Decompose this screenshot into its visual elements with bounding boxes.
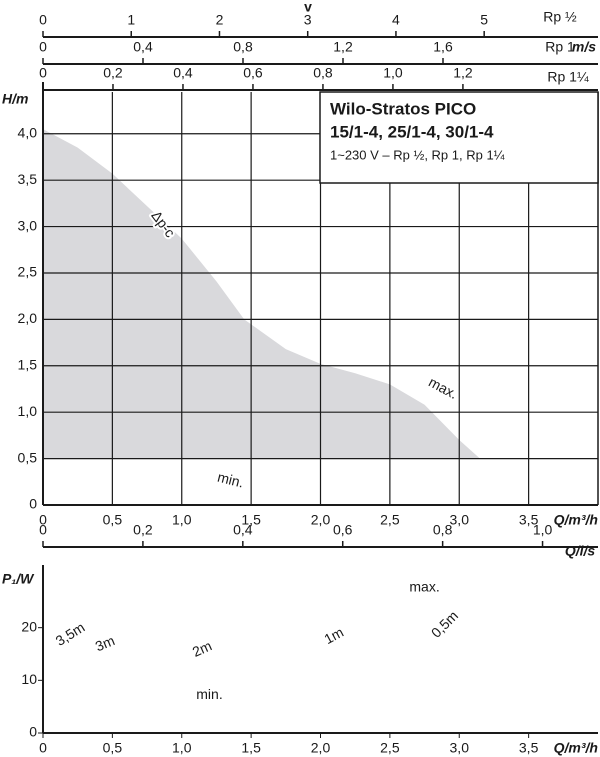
- y-tick-label: 3,0: [18, 217, 38, 233]
- operating-area: [43, 129, 481, 459]
- curve-label: 1m: [321, 624, 346, 647]
- x-tick-label: 0,5: [103, 512, 123, 528]
- x-tick-label: 3,0: [450, 740, 470, 756]
- top-axis-tick-label: 0,6: [333, 522, 353, 538]
- top-axis-tick-label: 0,4: [133, 39, 153, 55]
- chart-title: Wilo-Stratos PICO: [330, 99, 476, 118]
- x-tick-label: 1,0: [172, 740, 192, 756]
- y-tick-label: 3,5: [18, 171, 38, 187]
- x-tick-label: 2,5: [380, 740, 400, 756]
- x-axis-label: Q/m³/h: [554, 740, 598, 756]
- x-tick-label: 0: [39, 512, 47, 528]
- y-tick-label: 0: [29, 496, 37, 512]
- y-tick-label: 2,0: [18, 310, 38, 326]
- y-tick-label: 10: [21, 671, 37, 687]
- top-axis-tick-label: 0,8: [313, 65, 333, 81]
- chart-0: 0 0,5 1,0 1,5 2,0 2,5 3,0 3,5 0 0,5 1,0 1,5 2,0 2,5 3,…: [2, 0, 600, 530]
- top-axis-tick-label: 0: [39, 12, 47, 28]
- top-axis-tick-label: 3: [304, 12, 312, 28]
- y-tick-label: 2,5: [18, 264, 38, 280]
- y-tick-label: 0: [29, 724, 37, 740]
- y-tick-label: 4,0: [18, 124, 38, 140]
- top-axis-tick-label: 1,0: [533, 522, 553, 538]
- y-axis-label: H/m: [2, 91, 28, 107]
- curve-label: 3,5m: [53, 619, 88, 649]
- x-tick-label: 3,5: [519, 740, 539, 756]
- top-axis-tick-label: 0,8: [433, 522, 453, 538]
- y-tick-label: 20: [21, 618, 37, 634]
- top-axis-unit: m/s: [572, 39, 596, 55]
- curve-label: min.: [196, 686, 222, 702]
- y-tick-label: 1,0: [18, 403, 38, 419]
- top-axis-tick-label: 5: [480, 12, 488, 28]
- title-box: [319, 91, 599, 184]
- top-axis-tick-label: 0: [39, 65, 47, 81]
- top-axis-tick-label: 1,2: [333, 39, 353, 55]
- top-axis-tick-label: 0,6: [243, 65, 263, 81]
- y-axis-label: P₁/W: [2, 571, 35, 587]
- top-axis-label: Rp ½: [543, 9, 577, 25]
- x-axis-label: Q/m³/h: [554, 512, 598, 528]
- chart-1: 0 0,5 1,0 1,5 2,0 2,5 3,0 3,5 0 10 20 Q/m³/h P₁/W 0 0,…: [2, 522, 600, 757]
- x-tick-label: 2,5: [380, 512, 400, 528]
- top-axis-tick-label: 1: [127, 12, 135, 28]
- x-tick-label: 1,5: [241, 512, 261, 528]
- top-axis-title: v: [304, 0, 312, 15]
- top-axis-label: Q/l/s: [565, 543, 596, 559]
- x-tick-label: 2,0: [311, 512, 331, 528]
- curve-label: min.: [216, 469, 246, 491]
- top-axis-tick-label: 1,2: [453, 65, 473, 81]
- top-axis-tick-label: 0,4: [233, 522, 253, 538]
- x-tick-label: 2,0: [311, 740, 331, 756]
- top-axis-tick-label: 0,8: [233, 39, 253, 55]
- curve-label: max.: [426, 374, 460, 402]
- x-tick-label: 1,5: [241, 740, 261, 756]
- top-axis-tick-label: 0: [39, 522, 47, 538]
- x-tick-label: 3,5: [519, 512, 539, 528]
- curve-label: 0,5m: [428, 607, 461, 640]
- chart-subtitle: 15/1-4, 25/1-4, 30/1-4: [330, 122, 494, 141]
- x-tick-label: 0,5: [103, 740, 123, 756]
- top-axis-label: Rp 1¼: [547, 69, 589, 85]
- top-axis-tick-label: 2: [216, 12, 224, 28]
- x-tick-label: 0: [39, 740, 47, 756]
- top-axis-tick-label: 0,4: [173, 65, 193, 81]
- curve-label: 2m: [190, 637, 214, 660]
- chart-note: 1~230 V – Rp ½, Rp 1, Rp 1¼: [330, 147, 505, 162]
- x-tick-label: 3,0: [450, 512, 470, 528]
- top-axis-tick-label: 1,6: [433, 39, 453, 55]
- y-tick-label: 0,5: [18, 449, 38, 465]
- y-tick-label: 1,5: [18, 356, 38, 372]
- top-axis-tick-label: 0: [39, 39, 47, 55]
- x-tick-label: 1,0: [172, 512, 192, 528]
- top-axis-tick-label: 1,0: [383, 65, 403, 81]
- curve-label: max.: [409, 578, 439, 594]
- top-axis-tick-label: 0,2: [103, 65, 123, 81]
- top-axis-tick-label: 0,2: [133, 522, 153, 538]
- curve-label: 3m: [93, 632, 117, 654]
- top-axis-tick-label: 4: [392, 12, 400, 28]
- top-axis-label: Rp 1: [545, 39, 575, 55]
